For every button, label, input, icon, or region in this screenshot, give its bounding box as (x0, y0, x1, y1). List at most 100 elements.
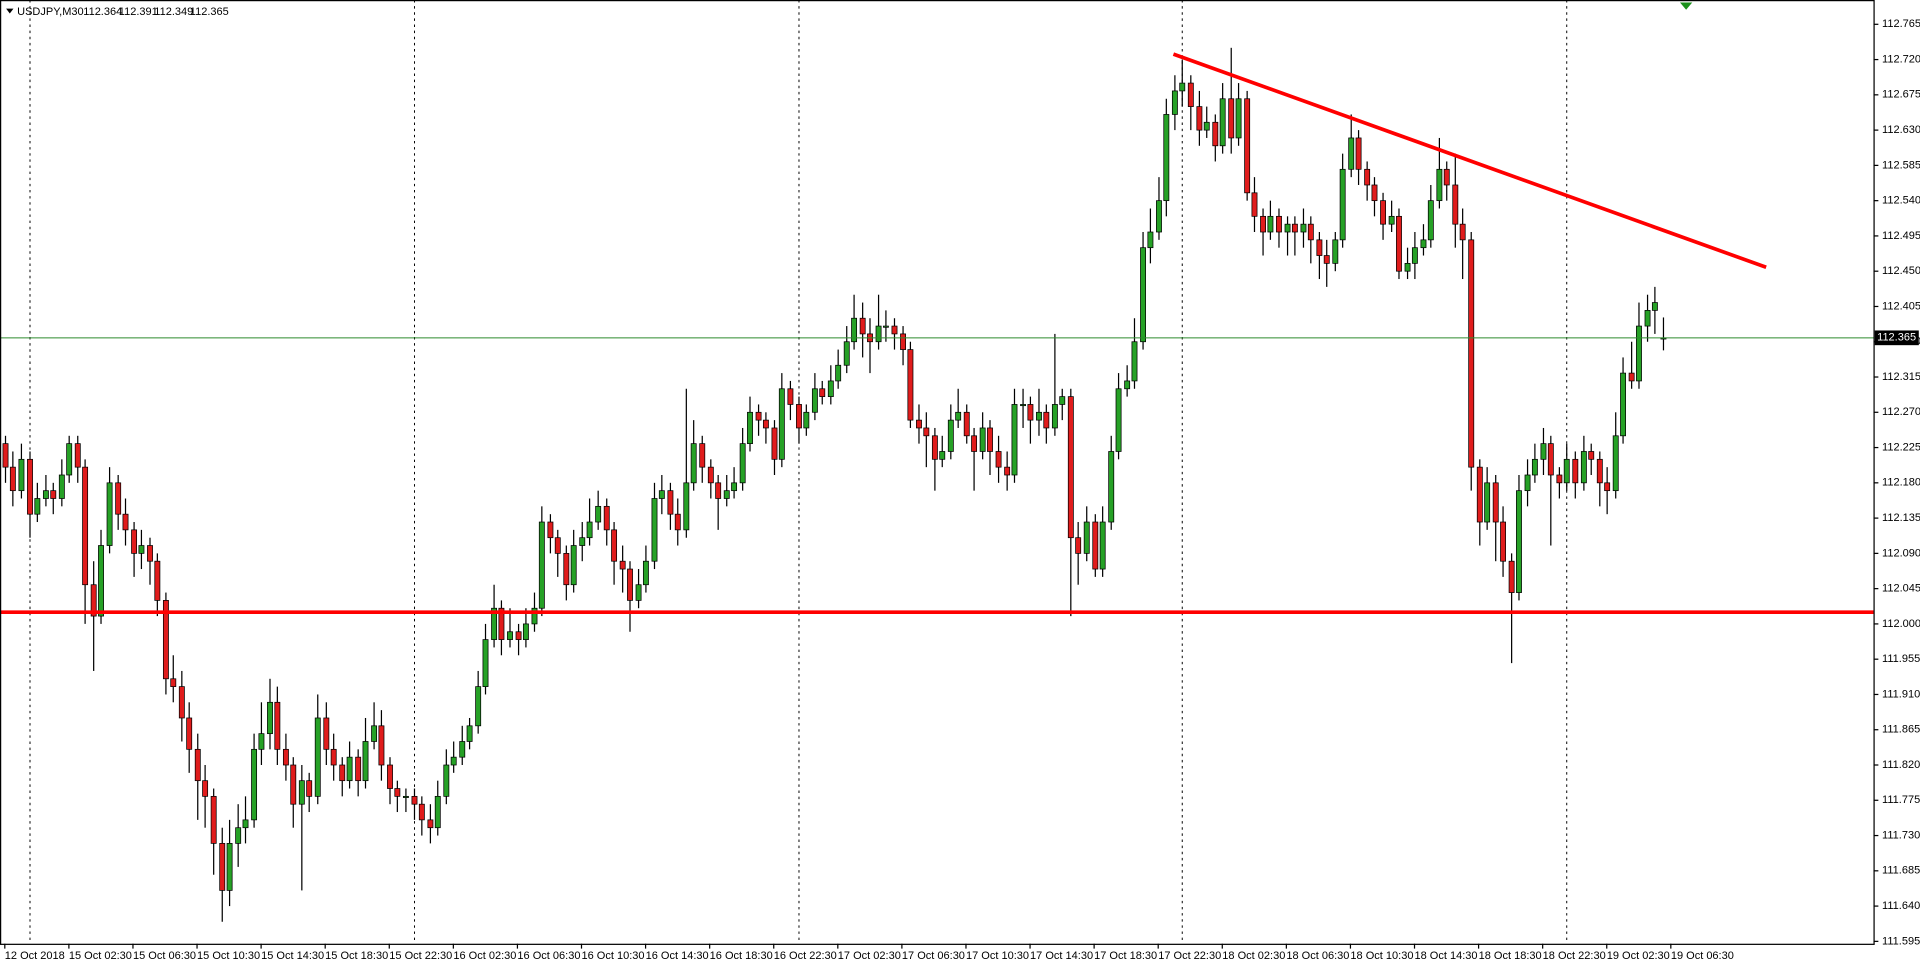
candle-body (1163, 114, 1170, 202)
candle-body (131, 529, 138, 554)
candle-body (900, 333, 907, 350)
candle-body (418, 803, 425, 821)
candle-body (1508, 560, 1515, 593)
candle-body (819, 388, 826, 397)
candle-body (1140, 247, 1147, 343)
x-tick-label: 15 Oct 14:30 (261, 950, 324, 962)
x-tick-label: 16 Oct 22:30 (774, 950, 837, 962)
x-tick-label: 16 Oct 18:30 (710, 950, 773, 962)
candle-body (1187, 82, 1194, 107)
candle-body (547, 521, 554, 539)
candle-body (690, 443, 697, 484)
y-tick-label: 111.595 (1882, 935, 1920, 947)
candle-body (323, 717, 330, 750)
candle-body (755, 411, 762, 421)
x-tick-label: 15 Oct 02:30 (69, 950, 132, 962)
candle-body (210, 795, 217, 844)
candle-body (482, 639, 489, 687)
candle-body (443, 764, 450, 797)
candle-body (570, 545, 577, 586)
y-tick-label: 111.820 (1882, 759, 1920, 771)
candle-body (651, 498, 658, 562)
candle-body (882, 325, 889, 328)
candle-body (42, 490, 49, 499)
candle-body (538, 521, 545, 609)
candle-body (267, 701, 273, 735)
candle-body (891, 325, 898, 335)
candle-body (843, 341, 850, 366)
candle-body (1404, 262, 1411, 272)
candle-body (1588, 451, 1595, 460)
y-tick-label: 111.640 (1882, 900, 1920, 912)
y-tick-label: 112.765 (1882, 18, 1920, 30)
candle-body (138, 545, 145, 554)
y-tick-label: 112.180 (1882, 477, 1920, 489)
trade-marker (1680, 2, 1693, 10)
candle-body (1300, 223, 1307, 233)
candle-body (498, 607, 505, 640)
candle-body (1124, 380, 1131, 390)
candle-body (491, 607, 498, 640)
candle-body (931, 435, 938, 460)
candle-body (1348, 137, 1355, 170)
candle-body (875, 325, 882, 343)
candle-body (34, 498, 41, 515)
candle-body (330, 748, 337, 766)
candle-body (715, 482, 722, 499)
candle-body (916, 419, 922, 429)
candle-body (531, 607, 538, 625)
candle-body (859, 317, 866, 335)
y-tick-label: 112.090 (1882, 547, 1920, 559)
candle-body (1427, 200, 1434, 241)
candle-body (219, 843, 226, 891)
marks-layer (0, 47, 1874, 922)
candle-body (475, 686, 482, 727)
x-tick-label: 18 Oct 02:30 (1222, 950, 1285, 962)
candle-body (1396, 215, 1402, 272)
candle-body (563, 553, 570, 586)
candle-body (1380, 200, 1387, 225)
x-tick-label: 19 Oct 02:30 (1607, 950, 1670, 962)
candle-body (1147, 231, 1154, 249)
candle-body (1059, 396, 1066, 405)
candle-body (186, 717, 193, 750)
candle-body (306, 780, 313, 797)
candle-body (258, 733, 265, 750)
candle-body (274, 701, 281, 750)
candle-body (674, 513, 681, 531)
candle-body (58, 474, 65, 499)
candle-body (1171, 90, 1178, 115)
x-tick-label: 15 Oct 18:30 (325, 950, 388, 962)
candle-body (282, 748, 289, 766)
x-tick-label: 17 Oct 02:30 (838, 950, 901, 962)
candle-body (963, 411, 970, 437)
candle-body (1099, 521, 1106, 570)
x-tick-label: 15 Oct 06:30 (133, 950, 196, 962)
y-tick-label: 112.675 (1882, 89, 1920, 101)
candle-body (707, 466, 714, 484)
x-tick-label: 18 Oct 10:30 (1350, 950, 1413, 962)
candle-body (1291, 223, 1298, 233)
candle-body (1219, 98, 1226, 147)
open-price: 112.364 (83, 6, 122, 18)
candle-body (170, 678, 177, 687)
y-tick-label: 112.000 (1882, 618, 1920, 630)
candle-body (507, 631, 513, 640)
candle-body (835, 364, 842, 382)
x-tick-label: 17 Oct 22:30 (1158, 950, 1221, 962)
candle-body (747, 411, 753, 445)
candle-body (723, 490, 730, 499)
candle-body (1323, 255, 1330, 264)
candle-body (98, 545, 104, 617)
candle-body (154, 560, 161, 601)
menu-arrow (6, 8, 14, 14)
candle-body (827, 380, 834, 397)
x-tick-label: 18 Oct 14:30 (1415, 950, 1478, 962)
x-tick-label: 17 Oct 06:30 (902, 950, 965, 962)
y-tick-label: 111.865 (1882, 724, 1920, 736)
candle-body (1011, 404, 1018, 476)
candle-body (18, 458, 25, 492)
candle-body (1131, 341, 1138, 382)
candle-body (1540, 443, 1547, 460)
